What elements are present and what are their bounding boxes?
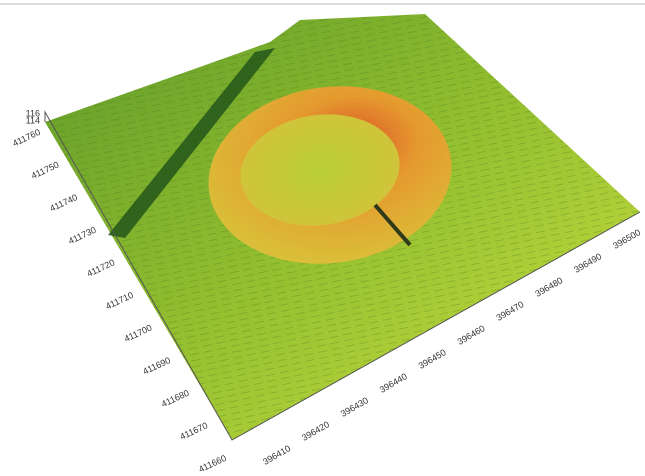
ditch (108, 48, 275, 238)
axis-lines (44, 110, 641, 441)
z-tick-label: 114 (26, 115, 40, 125)
earthwork-interior (240, 114, 400, 226)
breach (373, 203, 412, 247)
z-tick-label: 116 (26, 108, 40, 118)
